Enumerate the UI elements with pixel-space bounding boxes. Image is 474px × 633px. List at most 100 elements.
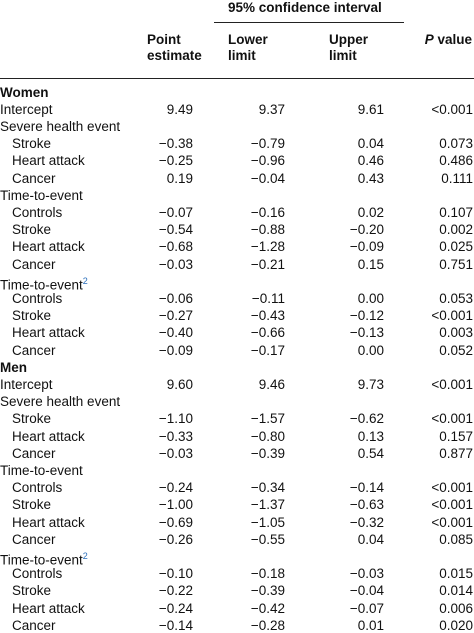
cell: <0.001 — [431, 411, 473, 427]
cell: −0.39 — [250, 445, 285, 461]
cell: 0.00 — [357, 290, 384, 306]
cell: 0.751 — [439, 256, 473, 272]
row-label: Stroke — [12, 497, 52, 513]
cell: −0.42 — [250, 600, 285, 616]
cell: −0.68 — [158, 239, 193, 255]
row-label: Controls — [12, 204, 63, 220]
spanner-header: 95% confidence interval — [228, 0, 382, 15]
cell: <0.001 — [431, 308, 473, 324]
cell: 0.877 — [439, 445, 473, 461]
cell: −0.13 — [349, 325, 384, 341]
p-text: value — [437, 32, 472, 47]
group-label: Time-to-event2 — [0, 548, 88, 569]
row-label: Cancer — [12, 256, 56, 272]
cell: 0.486 — [439, 153, 473, 169]
cell: 0.02 — [357, 204, 384, 220]
group-label-text: Severe health event — [0, 118, 121, 134]
cell: −0.09 — [349, 239, 384, 255]
cell: 0.01 — [357, 617, 384, 633]
cell: −0.62 — [349, 411, 384, 427]
cell: −0.16 — [250, 204, 285, 220]
cell: 0.111 — [441, 170, 473, 186]
cell: −0.07 — [349, 600, 384, 616]
row-label: Stroke — [12, 583, 52, 599]
cell: 9.49 — [166, 101, 193, 117]
cell: −0.04 — [250, 170, 285, 186]
cell: 0.15 — [357, 256, 384, 272]
cell: −0.43 — [250, 308, 285, 324]
cell: 9.37 — [258, 101, 285, 117]
row-label: Stroke — [12, 308, 52, 324]
row-label: Cancer — [12, 342, 56, 358]
group-label-text: Time-to-event — [0, 462, 83, 478]
cell: 0.002 — [439, 222, 473, 238]
cell: 0.006 — [439, 600, 473, 616]
cell: −1.28 — [250, 239, 285, 255]
cell: −0.34 — [250, 480, 285, 496]
row-label: Cancer — [12, 170, 56, 186]
column-header: Point estimate — [147, 32, 202, 63]
cell: <0.001 — [431, 514, 473, 530]
spanner-rule — [214, 22, 404, 23]
cell: −1.37 — [250, 497, 285, 513]
cell: −0.12 — [349, 308, 384, 324]
row-label: Cancer — [12, 445, 56, 461]
cell: −0.39 — [250, 583, 285, 599]
row-label: Heart attack — [12, 325, 85, 341]
cell: −0.27 — [158, 308, 193, 324]
cell: 0.46 — [357, 153, 384, 169]
row-label: Heart attack — [12, 239, 85, 255]
cell: −0.54 — [158, 222, 193, 238]
group-label: Time-to-event — [0, 462, 83, 479]
cell: −0.07 — [158, 204, 193, 220]
cell: −0.20 — [349, 222, 384, 238]
cell: 0.020 — [439, 617, 473, 633]
cell: 0.04 — [357, 531, 384, 547]
header-rule — [0, 78, 474, 79]
cell: <0.001 — [431, 101, 473, 117]
cell: 0.085 — [439, 531, 473, 547]
group-label-text: Severe health event — [0, 394, 121, 410]
cell: <0.001 — [431, 480, 473, 496]
cell: −0.38 — [158, 136, 193, 152]
row-label: Cancer — [12, 617, 56, 633]
cell: 0.107 — [439, 204, 473, 220]
cell: 9.73 — [357, 376, 384, 392]
cell: −0.14 — [349, 480, 384, 496]
row-label: Heart attack — [12, 514, 85, 530]
p-symbol: P — [424, 32, 434, 47]
cell: −0.11 — [251, 290, 285, 306]
row-label: Stroke — [12, 411, 52, 427]
row-label: Stroke — [12, 136, 52, 152]
cell: −0.03 — [349, 566, 384, 582]
cell: −0.26 — [158, 531, 193, 547]
cell: −0.17 — [250, 342, 285, 358]
cell: −0.18 — [250, 566, 285, 582]
cell: −0.55 — [250, 531, 285, 547]
cell: −0.21 — [250, 256, 285, 272]
cell: 0.13 — [357, 428, 384, 444]
row-label: Cancer — [12, 531, 56, 547]
cell: −0.33 — [158, 428, 193, 444]
column-header: Lower limit — [228, 32, 268, 63]
cell: 9.61 — [357, 101, 384, 117]
row-label: Intercept — [0, 376, 53, 392]
cell: 9.46 — [258, 376, 285, 392]
cell: −0.88 — [250, 222, 285, 238]
row-label: Heart attack — [12, 153, 85, 169]
cell: −1.10 — [158, 411, 193, 427]
row-label: Controls — [12, 480, 63, 496]
column-header: Upper limit — [329, 32, 369, 63]
cell: −1.00 — [158, 497, 193, 513]
cell: −0.06 — [158, 290, 193, 306]
row-label: Controls — [12, 566, 63, 582]
cell: 0.04 — [357, 136, 384, 152]
cell: −1.57 — [250, 411, 285, 427]
cell: −0.25 — [158, 153, 193, 169]
cell: −0.04 — [349, 583, 384, 599]
footnote-marker: 2 — [82, 550, 88, 561]
cell: −0.22 — [158, 583, 193, 599]
cell: −0.14 — [158, 617, 193, 633]
cell: −0.28 — [250, 617, 285, 633]
row-label: Intercept — [0, 101, 53, 117]
